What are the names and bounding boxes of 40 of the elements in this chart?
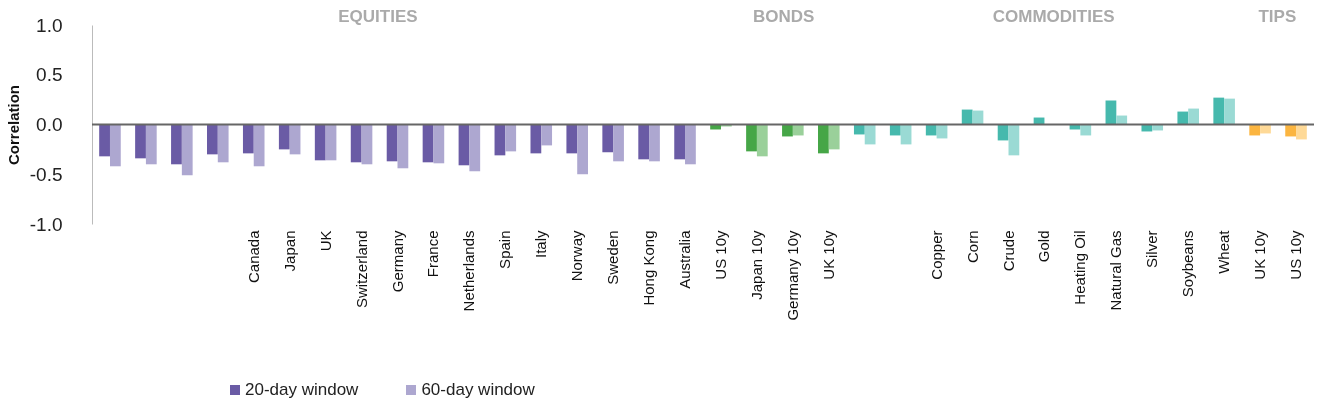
legend-label: 20-day window xyxy=(245,380,359,400)
y-tick-label: 0.5 xyxy=(36,64,63,86)
x-tick-label: Corn xyxy=(963,230,981,264)
y-axis-title: Correlation xyxy=(4,84,22,166)
x-tick-label: Canada xyxy=(244,229,262,284)
x-tick-label: US 10y xyxy=(711,230,729,280)
x-tick-label: UK xyxy=(316,230,334,252)
annotation: TIPS xyxy=(1258,7,1297,26)
x-tick-label: US 10y xyxy=(1287,230,1305,280)
x-tick-label: UK 10y xyxy=(819,230,837,280)
x-tick-label: Crude xyxy=(999,230,1017,272)
y-tick-label: 0.0 xyxy=(36,114,63,135)
x-tick-label: Silver xyxy=(1143,230,1161,269)
x-tick-label: Soybeans xyxy=(1179,230,1197,298)
legend-label: 60-day window xyxy=(421,380,535,400)
x-tick-label: Italy xyxy=(532,230,550,259)
x-tick-label: Netherlands xyxy=(460,230,478,312)
x-tick-label: Sweden xyxy=(604,230,622,285)
x-tick-label: Norway xyxy=(568,230,586,282)
x-tick-label: Gold xyxy=(1035,230,1053,263)
x-tick-label: Germany 10y xyxy=(783,230,801,321)
x-tick-label: Wheat xyxy=(1215,229,1233,274)
x-tick-label: Heating Oil xyxy=(1071,230,1089,305)
x-tick-label: Japan xyxy=(280,230,298,272)
x-tick-label: Spain xyxy=(496,230,514,269)
x-tick-label: France xyxy=(424,230,442,278)
x-tick-label: Australia xyxy=(676,229,694,289)
y-tick-label: -1.0 xyxy=(29,213,63,235)
x-tick-label: UK 10y xyxy=(1251,230,1269,280)
x-tick-label: Germany xyxy=(388,230,406,293)
x-tick-label: Switzerland xyxy=(352,230,370,309)
annotation: COMMODITIES xyxy=(992,7,1115,26)
x-tick-label: Hong Kong xyxy=(640,230,658,306)
annotation: BONDS xyxy=(752,7,815,26)
y-tick-label: 1.0 xyxy=(36,14,63,36)
x-tick-label: Japan 10y xyxy=(747,230,765,300)
x-tick-label: Copper xyxy=(927,230,945,280)
y-tick-label: -0.5 xyxy=(29,163,63,185)
x-tick-label: Natural Gas xyxy=(1107,230,1125,311)
annotation: EQUITIES xyxy=(338,7,418,26)
